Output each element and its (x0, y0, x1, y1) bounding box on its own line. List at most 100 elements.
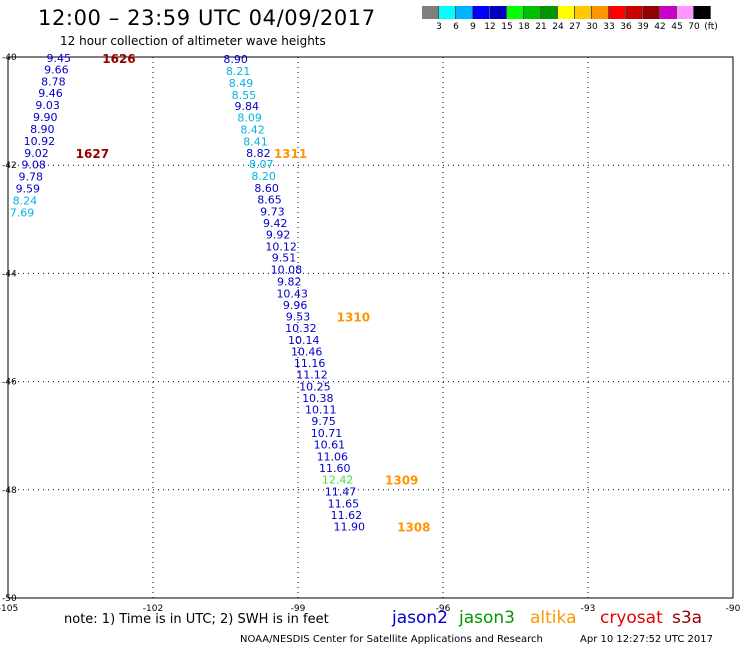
wave-height-label: 11.47 (325, 485, 357, 498)
wave-height-label: 10.71 (311, 427, 343, 440)
scale-label: (ft) (704, 22, 718, 32)
wave-height-label: 8.49 (229, 77, 254, 90)
scale-swatch (490, 6, 507, 19)
wave-height-label: 9.02 (24, 147, 49, 160)
wave-height-label: 7.69 (10, 206, 35, 219)
wave-height-label: 9.84 (235, 100, 260, 113)
scale-label: 70 (688, 22, 700, 32)
scale-swatch (626, 6, 643, 19)
legend-cryosat: cryosat (600, 608, 663, 628)
x-tick-label: -102 (143, 604, 163, 614)
scale-label: 24 (552, 22, 564, 32)
scale-swatch (541, 6, 558, 19)
wave-height-label: 10.43 (276, 287, 308, 300)
scale-label: 6 (453, 22, 459, 32)
scale-label: 21 (535, 22, 547, 32)
wave-height-label: 10.25 (299, 380, 331, 393)
wave-height-label: 9.90 (33, 111, 58, 124)
wave-height-label: 11.12 (296, 369, 328, 382)
scale-swatch (507, 6, 524, 19)
wave-height-label: 11.90 (333, 521, 365, 534)
scale-swatch (677, 6, 694, 19)
wave-height-label: 9.75 (311, 415, 336, 428)
scale-label: 33 (603, 22, 615, 32)
wave-height-label: 10.38 (302, 392, 334, 405)
time-annotation: 1626 (102, 52, 135, 66)
color-scale-bar (422, 6, 711, 19)
time-annotation: 1310 (337, 311, 370, 325)
wave-height-label: 9.82 (277, 276, 302, 289)
time-annotation: 1309 (385, 474, 418, 488)
scale-label: 27 (569, 22, 581, 32)
wave-height-label: 10.14 (288, 334, 320, 347)
scale-swatch (643, 6, 660, 19)
wave-height-label: 10.46 (291, 345, 323, 358)
wave-height-label: 10.32 (285, 322, 317, 335)
wave-height-label: 9.51 (272, 252, 297, 265)
scale-label: 39 (637, 22, 649, 32)
scale-swatch (524, 6, 541, 19)
wave-height-label: 9.96 (283, 299, 308, 312)
scale-label: 15 (501, 22, 513, 32)
scale-label: 30 (586, 22, 598, 32)
y-tick-label: -48 (2, 486, 17, 496)
wave-height-label: 9.66 (44, 63, 69, 76)
scale-swatch (456, 6, 473, 19)
wave-height-label: 9.45 (47, 52, 72, 65)
wave-height-label: 9.53 (286, 311, 311, 324)
wave-height-label: 10.08 (271, 264, 303, 277)
wave-height-label: 11.60 (319, 462, 351, 475)
wave-height-label: 9.03 (35, 99, 60, 112)
scale-swatch (609, 6, 626, 19)
wave-height-label: 11.06 (317, 450, 349, 463)
x-tick-label: -96 (436, 604, 451, 614)
scale-label: 18 (518, 22, 530, 32)
wave-height-label: 8.55 (232, 89, 257, 102)
scale-label: 9 (470, 22, 476, 32)
wave-height-label: 10.61 (314, 438, 346, 451)
y-tick-label: -40 (2, 53, 17, 63)
scale-swatch (660, 6, 677, 19)
legend-jason3: jason3 (459, 608, 515, 628)
wave-height-label: 8.42 (240, 123, 265, 136)
wave-height-label: 10.11 (305, 404, 337, 417)
wave-height-label: 9.73 (260, 206, 285, 219)
scale-label: 45 (671, 22, 683, 32)
wave-height-label: 9.08 (21, 159, 46, 172)
scale-swatch (439, 6, 456, 19)
scale-swatch (558, 6, 575, 19)
wave-height-label: 8.78 (41, 75, 66, 88)
wave-height-label: 8.82 (246, 147, 271, 160)
x-tick-label: -99 (291, 604, 306, 614)
wave-height-label: 11.62 (331, 509, 363, 522)
wave-height-label: 9.78 (18, 171, 43, 184)
scale-swatch (575, 6, 592, 19)
wave-height-label: 10.92 (24, 135, 56, 148)
wave-height-label: 8.21 (226, 65, 251, 78)
y-tick-label: -46 (2, 378, 17, 388)
wave-height-label: 8.09 (237, 112, 262, 125)
scale-swatch (592, 6, 609, 19)
scale-swatch (694, 6, 711, 19)
wave-height-label: 11.16 (294, 357, 326, 370)
y-tick-label: -42 (2, 161, 17, 171)
wave-height-label: 8.60 (254, 182, 279, 195)
chart-subtitle: 12 hour collection of altimeter wave hei… (60, 34, 326, 48)
plot-frame (7, 56, 734, 599)
time-annotation: 1308 (397, 521, 430, 535)
legend-s3a: s3a (672, 608, 703, 628)
wave-height-label: 9.46 (38, 87, 63, 100)
wave-height-label: 9.42 (263, 217, 288, 230)
scale-label: 42 (654, 22, 666, 32)
wave-height-label: 12.42 (322, 474, 354, 487)
wave-height-label: 8.41 (243, 135, 268, 148)
footer-note: note: 1) Time is in UTC; 2) SWH is in fe… (64, 612, 329, 627)
wave-height-label: 8.90 (223, 53, 248, 66)
y-tick-label: -44 (2, 269, 17, 279)
chart-title: 12:00 – 23:59 UTC 04/09/2017 (38, 6, 376, 30)
wave-height-label: 9.59 (16, 182, 41, 195)
x-tick-label: -105 (0, 604, 18, 614)
color-scale-labels: 3 6 9 12 15 18 21 24 27 30 33 36 39 42 45 70 (ft) (422, 22, 740, 34)
wave-height-label: 11.65 (328, 497, 360, 510)
